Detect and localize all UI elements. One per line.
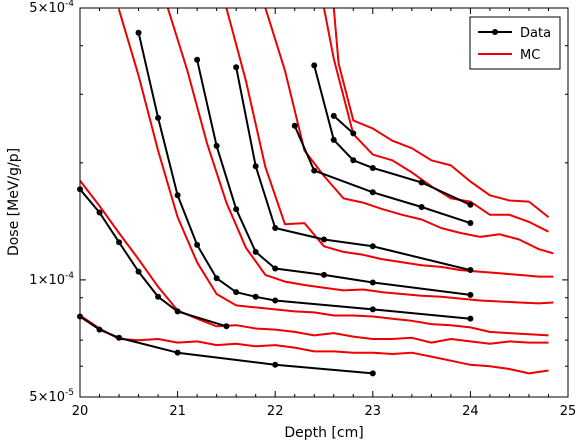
- data-point: [96, 209, 103, 216]
- data-point: [321, 236, 327, 243]
- y-tick-mantissa: 1: [29, 273, 37, 288]
- data-point: [272, 224, 279, 231]
- data-point: [369, 243, 376, 250]
- x-tick-label: 21: [169, 404, 186, 419]
- data-point: [233, 64, 240, 71]
- y-tick-mantissa: 5: [29, 1, 37, 16]
- data-point: [96, 326, 103, 333]
- mc-curve-4: [166, 8, 554, 305]
- data-curve-5: [235, 67, 471, 272]
- data-point: [213, 275, 220, 282]
- legend: Data MC: [469, 16, 561, 70]
- data-point: [272, 297, 279, 304]
- data-curve-7: [313, 65, 471, 206]
- data-point: [311, 167, 318, 174]
- x-axis-title: Depth [cm]: [284, 425, 363, 441]
- legend-mc-label: MC: [520, 48, 540, 63]
- data-point: [467, 201, 474, 208]
- y-tick-times: ×10: [38, 390, 65, 405]
- data-point: [233, 206, 240, 213]
- data-point: [233, 289, 240, 296]
- data-point: [252, 163, 259, 170]
- data-point: [350, 130, 357, 137]
- data-point: [174, 192, 181, 199]
- data-point: [369, 370, 376, 377]
- data-point: [272, 265, 279, 272]
- x-axis-ticks: 20 21 22 23 24 25: [72, 8, 577, 419]
- data-point: [311, 62, 318, 69]
- data-point: [155, 114, 162, 121]
- legend-data-marker: [492, 29, 498, 35]
- mc-curve-2: [80, 179, 549, 345]
- data-point: [418, 203, 425, 210]
- data-point: [369, 189, 376, 196]
- data-point: [116, 239, 123, 246]
- legend-box: [469, 16, 561, 70]
- data-point: [467, 315, 474, 322]
- data-point: [194, 56, 201, 63]
- data-curve-4: [196, 59, 471, 296]
- data-point: [369, 164, 376, 171]
- data-point: [194, 241, 201, 248]
- data-point: [116, 334, 123, 341]
- y-tick-exponent: -4: [65, 0, 74, 9]
- data-point: [467, 267, 474, 274]
- data-point: [135, 29, 142, 36]
- data-point: [321, 271, 327, 278]
- data-point: [291, 122, 298, 129]
- data-point: [174, 308, 181, 315]
- mc-curve-3: [118, 9, 549, 337]
- data-point: [330, 112, 337, 119]
- mc-curve-1: [80, 314, 549, 375]
- data-curve-3: [137, 32, 471, 320]
- data-curve-8: [333, 115, 354, 135]
- y-tick-times: ×10: [38, 273, 65, 288]
- data-point: [330, 136, 337, 143]
- x-tick-label: 22: [267, 404, 284, 419]
- y-axis-ticks: 5×10-51×10-45×10-4: [29, 0, 568, 405]
- y-tick-exponent: -4: [65, 271, 74, 281]
- data-point: [467, 291, 474, 298]
- x-tick-label: 23: [365, 404, 382, 419]
- y-tick-mantissa: 5: [29, 390, 37, 405]
- data-point: [350, 157, 357, 164]
- data-point: [467, 220, 474, 227]
- y-axis-title: Dose [MeV/g/p]: [6, 148, 22, 256]
- data-point: [155, 293, 162, 300]
- y-tick-exponent: -5: [65, 388, 74, 398]
- y-tick-times: ×10: [38, 1, 65, 16]
- data-point: [135, 268, 142, 275]
- data-point: [369, 279, 376, 286]
- x-tick-label: 20: [72, 404, 89, 419]
- data-point: [369, 306, 376, 313]
- legend-data-label: Data: [520, 26, 551, 41]
- mc-curve-5: [225, 8, 554, 278]
- data-point: [252, 248, 259, 255]
- markers-layer: [77, 29, 474, 377]
- x-tick-label: 24: [462, 404, 479, 419]
- mc-curve-8: [332, 8, 550, 218]
- series-layer: [80, 8, 554, 375]
- data-point: [418, 179, 425, 186]
- y-tick-label: 5×10-5: [29, 388, 74, 405]
- plot-frame: [79, 7, 569, 398]
- y-tick-label: 1×10-4: [29, 271, 74, 288]
- y-tick-label: 5×10-4: [29, 0, 74, 16]
- data-point: [174, 349, 181, 356]
- data-point: [213, 142, 220, 149]
- data-curve-1: [80, 315, 373, 375]
- data-point: [252, 293, 259, 300]
- mc-curve-6: [264, 8, 554, 255]
- data-point: [223, 323, 230, 330]
- x-tick-label: 25: [560, 404, 577, 419]
- data-point: [272, 361, 279, 368]
